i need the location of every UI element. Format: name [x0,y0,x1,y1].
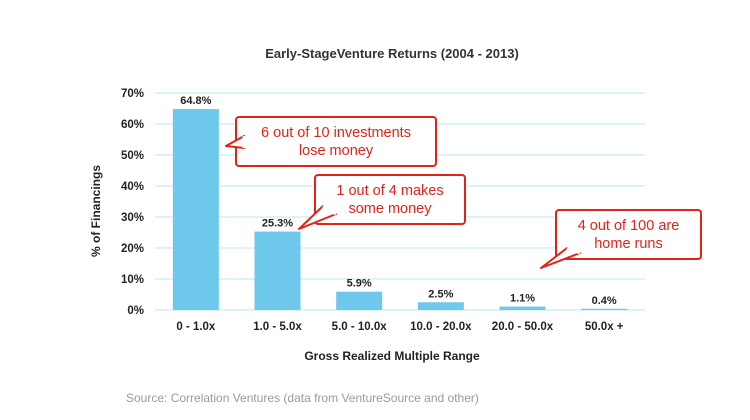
callout-text: 4 out of 100 are [578,218,680,234]
y-tick-label: 60% [121,119,144,131]
callout: 6 out of 10 investments lose money [225,116,437,167]
data-label: 0.4% [592,295,617,307]
bars [172,109,628,311]
y-axis-label: % of Financings [89,165,103,257]
x-tick-label: 0 - 1.0x [176,321,216,333]
x-tick-label: 50.0x + [585,321,624,333]
data-label: 25.3% [262,218,293,230]
x-tick-label: 5.0 - 10.0x [332,321,388,333]
x-axis-ticks: 0 - 1.0x 1.0 - 5.0x 5.0 - 10.0x 10.0 - 20.0… [176,321,623,333]
callout: 1 out of 4 makes some money [298,174,466,230]
x-tick-label: 1.0 - 5.0x [253,321,302,333]
callout-text: lose money [299,143,374,159]
callout-box [314,174,466,225]
bar [172,109,219,311]
callout-text: 1 out of 4 makes [336,183,443,199]
data-label: 2.5% [428,288,453,300]
source-note: Source: Correlation Ventures (data from … [126,391,479,405]
x-tick-label: 10.0 - 20.0x [410,321,472,333]
callout-joint [322,204,337,216]
data-label: 1.1% [510,293,535,305]
y-tick-label: 20% [121,243,144,255]
bar [499,306,546,310]
bar [417,302,464,310]
x-axis-label: Gross Realized Multiple Range [304,349,480,363]
bar [336,291,383,310]
callout: 4 out of 100 are home runs [540,209,702,269]
y-tick-label: 40% [121,181,144,193]
y-tick-label: 50% [121,150,144,162]
bar [581,308,628,310]
data-label: 64.8% [180,95,211,107]
y-tick-label: 0% [127,305,144,317]
callout-text: home runs [594,236,663,252]
callout-box [555,209,702,260]
chart-title: Early-StageVenture Returns (2004 - 2013) [265,46,519,61]
callout-text: 6 out of 10 investments [261,125,411,141]
callout-joint [566,246,581,255]
data-label: 5.9% [347,278,372,290]
y-tick-label: 70% [121,88,144,100]
y-tick-label: 30% [121,212,144,224]
y-tick-label: 10% [121,274,144,286]
x-tick-label: 20.0 - 50.0x [492,321,554,333]
data-labels: 64.8% 25.3% 5.9% 2.5% 1.1% 0.4% [180,95,617,307]
callout-text: some money [348,201,432,217]
y-axis-ticks: 0% 10% 20% 30% 40% 50% 60% 70% [121,88,144,317]
callouts: 6 out of 10 investments lose money 1 out o… [225,116,702,269]
bar [254,231,301,310]
